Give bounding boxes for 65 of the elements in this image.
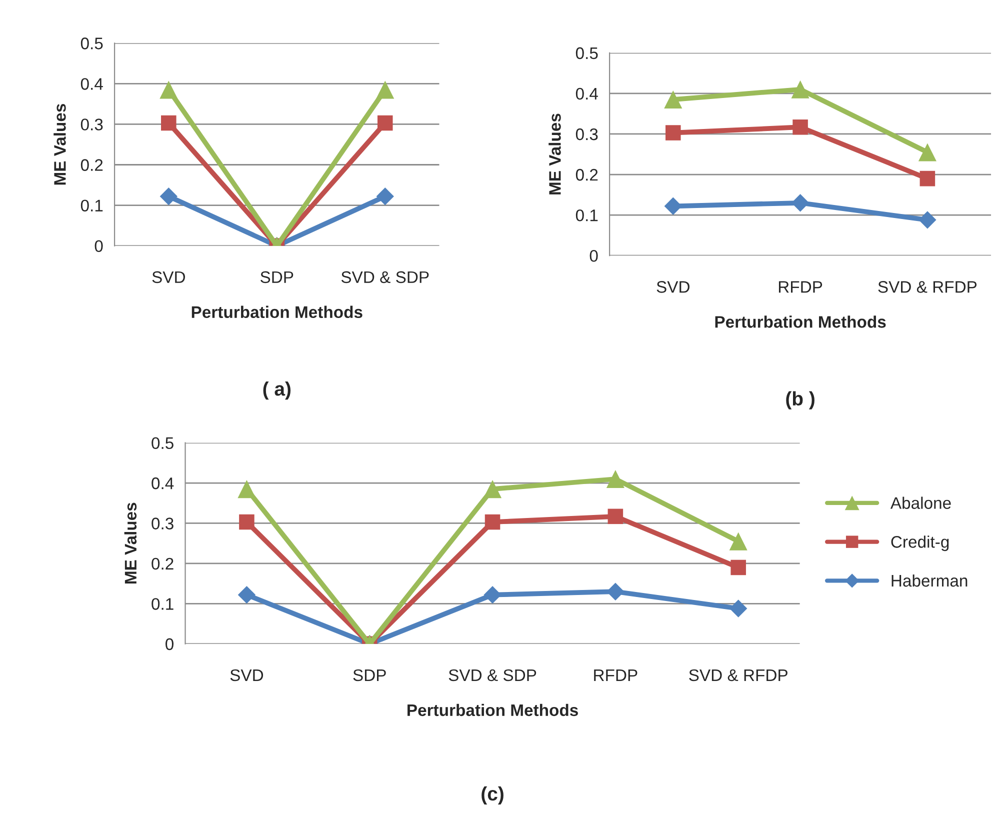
y-tick-label: 0.2 <box>80 159 103 171</box>
point <box>608 508 624 524</box>
point <box>791 80 810 98</box>
y-axis-title: ME Values <box>54 104 66 185</box>
point <box>376 80 394 99</box>
point <box>161 115 176 131</box>
y-axis-title: ME Values <box>124 502 137 584</box>
x-tick-label: SDP <box>260 271 294 284</box>
y-tick-label: 0.4 <box>576 88 598 100</box>
x-axis-title: Perturbation Methods <box>408 704 578 716</box>
x-tick-label: SVD & SDP <box>448 669 536 682</box>
text: ( a) <box>263 382 291 400</box>
x-tick-label: SVD <box>230 669 264 682</box>
y-tick-label: 0.5 <box>80 38 103 50</box>
point <box>484 586 502 604</box>
point <box>238 586 256 604</box>
point <box>606 470 624 488</box>
point <box>483 480 502 498</box>
y-axis-title: ME Values <box>548 114 561 194</box>
x-tick-label: SVD & RFDP <box>878 281 977 293</box>
y-tick-label: 0 <box>94 240 103 252</box>
x-tick-label: RFDP <box>594 669 638 681</box>
y-tick-label: 0 <box>590 250 598 262</box>
y-tick-label: 0.2 <box>152 558 174 570</box>
x-axis-title: Perturbation Methods <box>715 316 886 328</box>
y-tick-label: 0 <box>166 638 174 650</box>
point <box>730 560 746 576</box>
y-tick-label: 0.1 <box>152 598 174 610</box>
x-tick-label: SVD & SDP <box>341 271 429 284</box>
x-tick-label: SDP <box>353 669 386 682</box>
y-tick-label: 0.1 <box>80 200 103 212</box>
point <box>729 600 748 618</box>
legend-label: Credit-g <box>891 536 949 552</box>
y-tick-label: 0.3 <box>80 118 103 130</box>
x-tick-label: SVD <box>152 271 185 284</box>
point <box>918 211 936 229</box>
point <box>238 480 256 498</box>
point <box>729 532 748 550</box>
x-tick-label: RFDP <box>778 281 822 293</box>
y-tick-label: 0.3 <box>152 518 174 530</box>
y-tick-label: 0.5 <box>152 437 174 450</box>
y-tick-label: 0.4 <box>152 477 174 490</box>
y-tick-label: 0.2 <box>576 168 598 181</box>
x-tick-label: SVD & RFDP <box>689 669 788 682</box>
point <box>160 80 178 99</box>
legend-label: Abalone <box>890 496 951 509</box>
y-tick-label: 0.5 <box>576 47 598 60</box>
text: (b ) <box>786 391 814 410</box>
point <box>664 197 682 215</box>
point <box>239 514 254 530</box>
legend-label: Haberman <box>892 574 968 587</box>
point <box>792 119 808 135</box>
y-tick-label: 0.3 <box>576 128 598 140</box>
point <box>664 90 682 109</box>
point <box>920 170 936 186</box>
y-tick-label: 0.4 <box>80 78 103 90</box>
x-tick-label: SVD <box>656 281 690 293</box>
point <box>918 143 936 162</box>
x-axis-title: Perturbation Methods <box>192 306 362 318</box>
text: (c) <box>482 786 504 804</box>
y-tick-label: 0.1 <box>576 209 598 222</box>
point <box>665 125 681 140</box>
point <box>606 582 624 600</box>
point <box>377 115 393 131</box>
point <box>484 514 500 530</box>
